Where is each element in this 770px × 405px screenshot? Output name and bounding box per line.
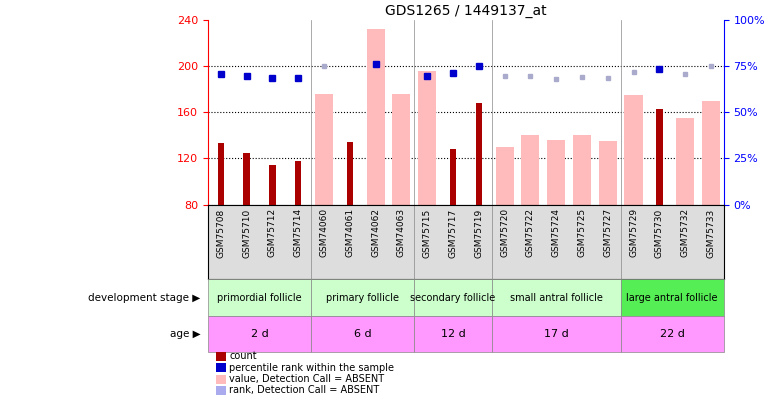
Bar <box>367 30 384 205</box>
Text: development stage ▶: development stage ▶ <box>88 293 200 303</box>
Text: GSM75708: GSM75708 <box>216 208 226 258</box>
Text: 6 d: 6 d <box>354 329 371 339</box>
Text: GSM75722: GSM75722 <box>526 208 535 257</box>
Bar <box>496 147 514 205</box>
Text: GSM75729: GSM75729 <box>629 208 638 258</box>
Text: GSM75715: GSM75715 <box>423 208 432 258</box>
Text: GSM75732: GSM75732 <box>681 208 690 258</box>
Text: primary follicle: primary follicle <box>326 293 399 303</box>
Bar <box>311 316 414 352</box>
Bar <box>676 118 694 205</box>
Text: GSM74061: GSM74061 <box>345 208 354 258</box>
Bar <box>521 135 539 205</box>
Text: GSM74062: GSM74062 <box>371 208 380 257</box>
Text: GSM75714: GSM75714 <box>293 208 303 258</box>
Text: rank, Detection Call = ABSENT: rank, Detection Call = ABSENT <box>229 386 380 395</box>
Bar <box>208 316 311 352</box>
Bar <box>547 140 565 205</box>
Text: 12 d: 12 d <box>440 329 465 339</box>
Bar <box>492 279 621 316</box>
Bar <box>492 316 621 352</box>
Bar <box>599 141 617 205</box>
Text: large antral follicle: large antral follicle <box>627 293 718 303</box>
Text: age ▶: age ▶ <box>169 329 200 339</box>
Text: GSM75720: GSM75720 <box>500 208 509 258</box>
Title: GDS1265 / 1449137_at: GDS1265 / 1449137_at <box>385 4 547 18</box>
Bar <box>476 103 482 205</box>
Bar <box>621 316 724 352</box>
Text: GSM75717: GSM75717 <box>448 208 457 258</box>
Text: primordial follicle: primordial follicle <box>217 293 302 303</box>
Text: value, Detection Call = ABSENT: value, Detection Call = ABSENT <box>229 374 384 384</box>
Text: GSM75727: GSM75727 <box>603 208 612 258</box>
Text: 22 d: 22 d <box>660 329 685 339</box>
Bar <box>208 279 311 316</box>
Text: secondary follicle: secondary follicle <box>410 293 496 303</box>
Text: GSM75733: GSM75733 <box>706 208 715 258</box>
Text: GSM74060: GSM74060 <box>320 208 329 258</box>
Bar <box>573 135 591 205</box>
Text: GSM75710: GSM75710 <box>242 208 251 258</box>
Text: GSM75719: GSM75719 <box>474 208 484 258</box>
Bar <box>702 101 720 205</box>
Bar <box>311 279 414 316</box>
Text: count: count <box>229 352 257 361</box>
Text: GSM75730: GSM75730 <box>654 208 664 258</box>
Bar <box>270 165 276 205</box>
Text: GSM75725: GSM75725 <box>578 208 587 258</box>
Bar <box>621 279 724 316</box>
Bar <box>450 149 456 205</box>
Bar <box>414 316 491 352</box>
Text: GSM74063: GSM74063 <box>397 208 406 258</box>
Bar <box>624 95 642 205</box>
Bar <box>346 142 353 205</box>
Text: GSM75712: GSM75712 <box>268 208 277 258</box>
Text: small antral follicle: small antral follicle <box>510 293 603 303</box>
Bar <box>414 279 491 316</box>
Bar <box>295 161 301 205</box>
Text: GSM75724: GSM75724 <box>551 208 561 257</box>
Bar <box>393 94 410 205</box>
Text: 2 d: 2 d <box>250 329 269 339</box>
Bar <box>656 109 662 205</box>
Text: 17 d: 17 d <box>544 329 568 339</box>
Bar <box>243 153 249 205</box>
Text: percentile rank within the sample: percentile rank within the sample <box>229 363 394 373</box>
Bar <box>315 94 333 205</box>
Bar <box>218 143 224 205</box>
Bar <box>418 71 436 205</box>
